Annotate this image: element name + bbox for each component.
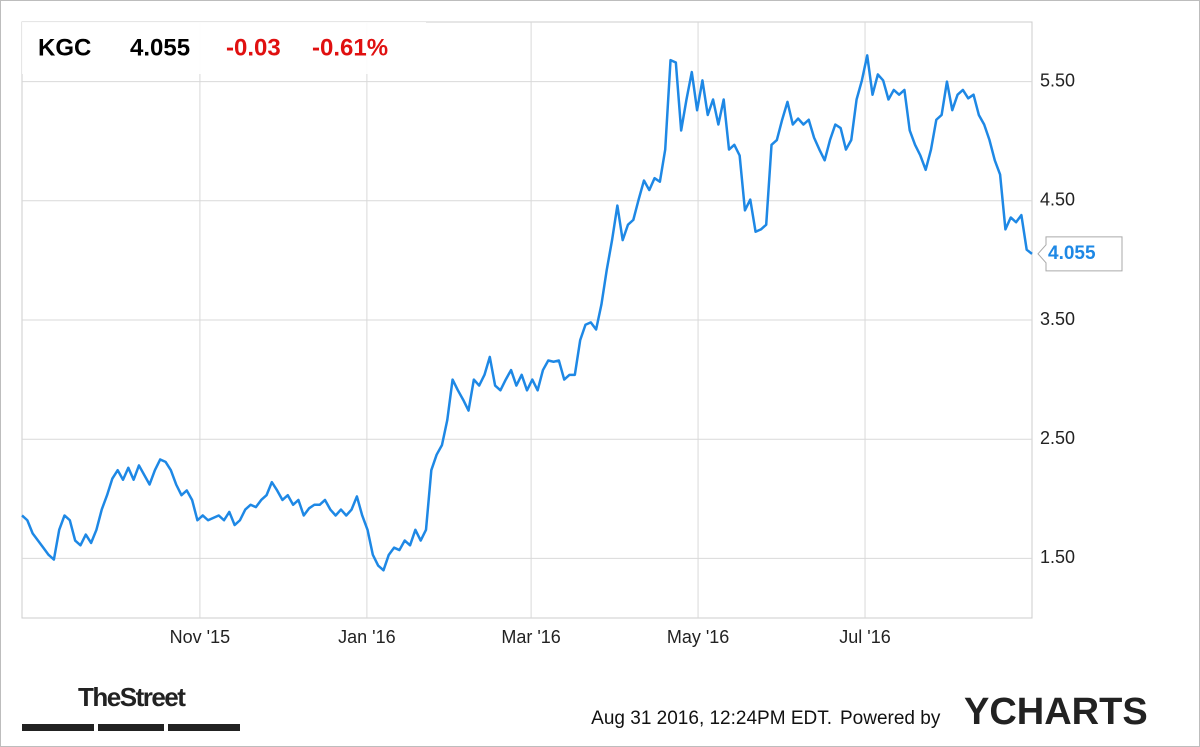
y-tick-label: 5.50 xyxy=(1040,70,1075,90)
y-tick-label: 3.50 xyxy=(1040,309,1075,329)
last-price-tag xyxy=(1037,236,1123,272)
powered-by: Powered by xyxy=(840,708,941,729)
last-price-label: 4.055 xyxy=(1048,243,1096,264)
logo-bar xyxy=(98,724,164,731)
source-logo: TheStreet xyxy=(78,682,186,712)
x-tick-label: Mar '16 xyxy=(501,627,560,647)
x-tick-label: Nov '15 xyxy=(170,627,230,647)
price: 4.055 xyxy=(130,34,190,61)
price-line xyxy=(21,54,1033,572)
x-tick-label: Jan '16 xyxy=(338,627,395,647)
change-pct: -0.61% xyxy=(312,34,388,61)
ticker: KGC xyxy=(38,34,91,61)
timestamp: Aug 31 2016, 12:24PM EDT. xyxy=(591,708,832,729)
logo-bar xyxy=(168,724,240,731)
y-tick-label: 4.50 xyxy=(1040,190,1075,210)
x-tick-label: Jul '16 xyxy=(839,627,890,647)
logo-bar xyxy=(22,724,94,731)
change: -0.03 xyxy=(226,34,281,61)
brand: YCHARTS xyxy=(964,691,1148,733)
y-tick-label: 2.50 xyxy=(1040,428,1075,448)
header-box xyxy=(22,22,426,74)
y-tick-label: 1.50 xyxy=(1040,547,1075,567)
x-tick-label: May '16 xyxy=(667,627,729,647)
